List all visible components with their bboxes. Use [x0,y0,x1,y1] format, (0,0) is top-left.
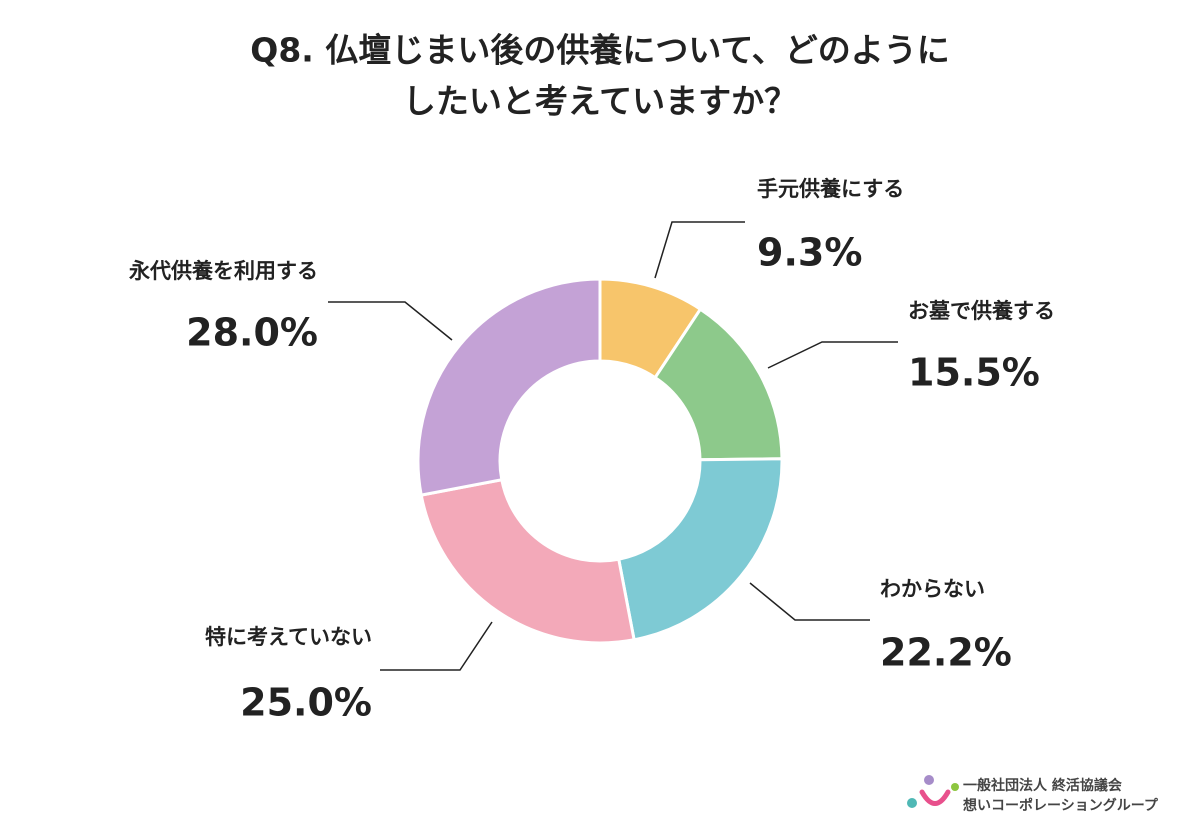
logo-text: 一般社団法人 終活協議会 [963,777,1123,794]
value-label: 25.0% [240,681,372,725]
slice-label: 特に考えていない [205,625,372,649]
slice-label: 永代供養を利用する [128,259,318,283]
leader-line [654,221,745,279]
leader-line [328,301,453,341]
logo-dot [907,798,917,808]
logo-text: 想いコーポレーショングループ [962,797,1159,814]
leader-line [767,341,898,369]
logo-dot [951,783,959,791]
donut-slice [616,457,784,642]
slice-label: お墓で供養する [908,299,1055,323]
value-label: 28.0% [186,311,318,355]
chart-title: したいと考えていますか？ [403,82,797,121]
leader-line [749,582,870,621]
chart-title: Q8. 仏壇じまい後の供養について、どのように [250,31,949,70]
value-label: 22.2% [880,631,1012,675]
value-label: 15.5% [908,351,1040,395]
donut-slice [416,277,602,497]
slice-label: わからない [880,577,985,601]
donut-slice [419,477,636,645]
logo: 一般社団法人 終活協議会 想いコーポレーショングループ [907,775,1159,814]
leader-line [380,621,493,671]
value-label: 9.3% [757,231,862,275]
slice-label: 手元供養にする [757,177,904,201]
logo-dot [924,775,934,785]
logo-mark [919,789,951,806]
